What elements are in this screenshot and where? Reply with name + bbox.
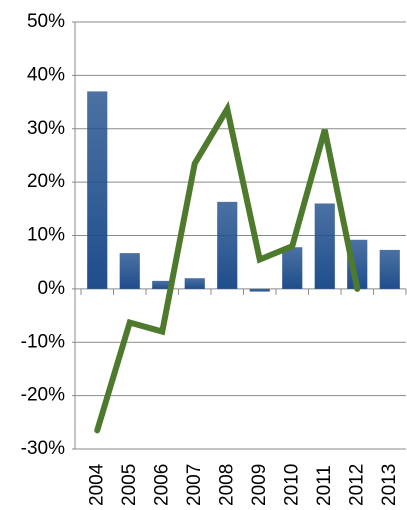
x-tick-label: 2008 — [216, 464, 237, 506]
bar — [217, 201, 238, 289]
bar — [184, 278, 205, 289]
x-tick-label: 2006 — [151, 464, 172, 506]
line — [94, 100, 361, 434]
bar — [119, 253, 140, 289]
x-tick-label: 2012 — [346, 464, 367, 506]
x-tick-label: 2005 — [119, 464, 140, 506]
bar — [87, 91, 108, 289]
y-tick-label: 40% — [27, 64, 65, 85]
x-tick-label: 2013 — [379, 464, 400, 506]
y-tick-label: -10% — [21, 331, 65, 352]
y-tick-label: 0% — [38, 278, 66, 299]
x-tick-label: 2004 — [86, 463, 107, 506]
x-tick-label: 2007 — [184, 464, 205, 506]
y-tick-label: 10% — [27, 225, 65, 246]
y-tick-label: 50% — [27, 11, 65, 32]
y-tick-label: 30% — [27, 118, 65, 139]
bar — [314, 203, 335, 289]
x-tick-label: 2010 — [281, 464, 302, 506]
x-tick-label: 2011 — [314, 465, 335, 506]
bar — [152, 280, 173, 289]
bar — [379, 249, 400, 289]
y-tick-label: -30% — [21, 438, 65, 459]
y-tick-label: 20% — [27, 171, 65, 192]
y-tick-label: -20% — [21, 385, 65, 406]
bar — [282, 247, 303, 289]
bar — [249, 288, 270, 292]
x-tick-label: 2009 — [249, 464, 270, 506]
